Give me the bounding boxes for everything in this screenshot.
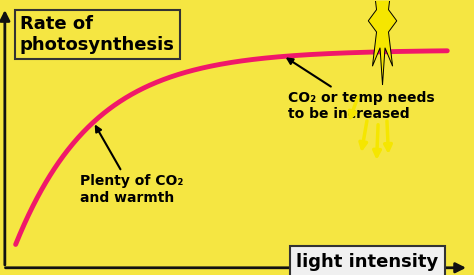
Text: Plenty of CO₂
and warmth: Plenty of CO₂ and warmth: [81, 126, 184, 205]
Text: CO₂ or temp needs
to be increased: CO₂ or temp needs to be increased: [288, 59, 434, 121]
Text: light intensity: light intensity: [296, 253, 438, 271]
Text: Rate of
photosynthesis: Rate of photosynthesis: [20, 15, 175, 54]
Polygon shape: [368, 0, 397, 85]
